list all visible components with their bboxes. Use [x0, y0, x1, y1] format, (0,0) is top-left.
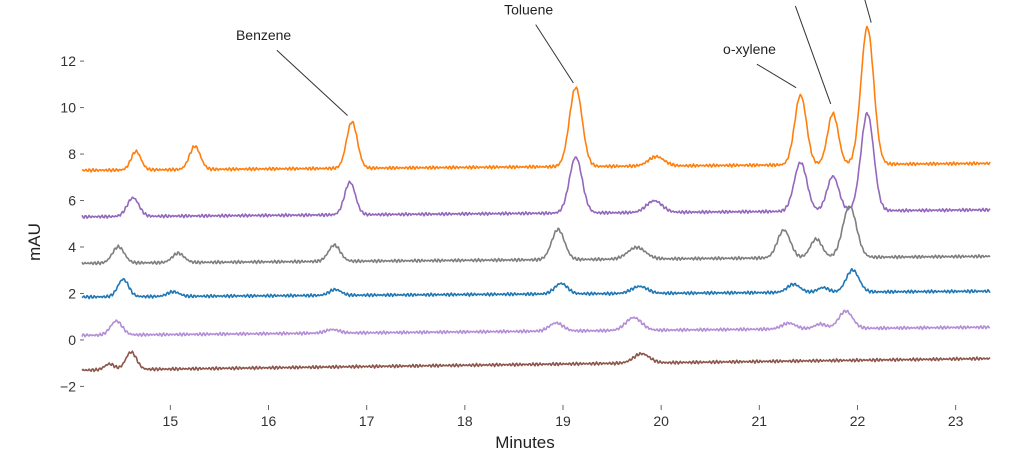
peak-leader-line	[794, 5, 832, 105]
peak-leader-line	[535, 24, 574, 84]
x-tick-label: 17	[359, 413, 375, 429]
x-tick-label: 23	[948, 413, 964, 429]
y-tick-label: 12	[60, 53, 76, 69]
peak-label: Toluene	[504, 2, 553, 18]
peak-label: Benzene	[236, 27, 291, 43]
series-layer	[81, 25, 991, 373]
chromatogram-trace-6	[81, 350, 991, 373]
y-tick-label: 8	[68, 146, 76, 162]
y-axis: −2 0 2 4 6 8 10 12	[60, 53, 84, 394]
x-tick-label: 21	[752, 413, 768, 429]
x-tick-label: 16	[261, 413, 277, 429]
x-tick-label: 15	[163, 413, 179, 429]
y-axis-title: mAU	[25, 223, 44, 261]
x-tick-label: 19	[555, 413, 571, 429]
x-axis-title: Minutes	[495, 433, 555, 452]
chromatogram-trace-5	[81, 309, 990, 338]
x-tick-label: 18	[457, 413, 473, 429]
peak-leader-line	[864, 0, 872, 23]
chromatogram-trace-1	[81, 25, 991, 173]
chromatogram-trace-3	[81, 205, 991, 266]
y-tick-label: 10	[60, 100, 76, 116]
x-axis: 15 16 17 18 19 20 21 22 23	[163, 405, 964, 429]
peak-label: o-xylene	[723, 41, 776, 57]
y-tick-label: 6	[68, 193, 76, 209]
peak-leader-line	[756, 63, 797, 89]
y-tick-label: 4	[68, 239, 76, 255]
chromatogram-trace-4	[81, 267, 991, 300]
chromatogram-trace-2	[81, 111, 991, 219]
x-tick-label: 20	[653, 413, 669, 429]
x-tick-label: 22	[850, 413, 866, 429]
y-tick-label: 2	[68, 285, 76, 301]
y-tick-label: 0	[68, 332, 76, 348]
y-tick-label: −2	[60, 378, 76, 394]
peak-leader-line	[276, 49, 348, 116]
